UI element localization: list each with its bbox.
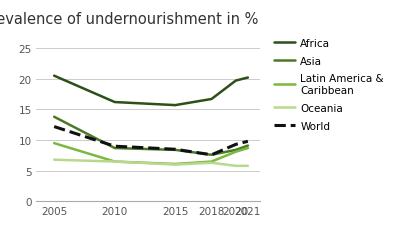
Legend: Africa, Asia, Latin America &
Caribbean, Oceania, World: Africa, Asia, Latin America & Caribbean,…	[274, 38, 384, 131]
Text: Prevalence of undernourishment in %: Prevalence of undernourishment in %	[0, 11, 258, 26]
